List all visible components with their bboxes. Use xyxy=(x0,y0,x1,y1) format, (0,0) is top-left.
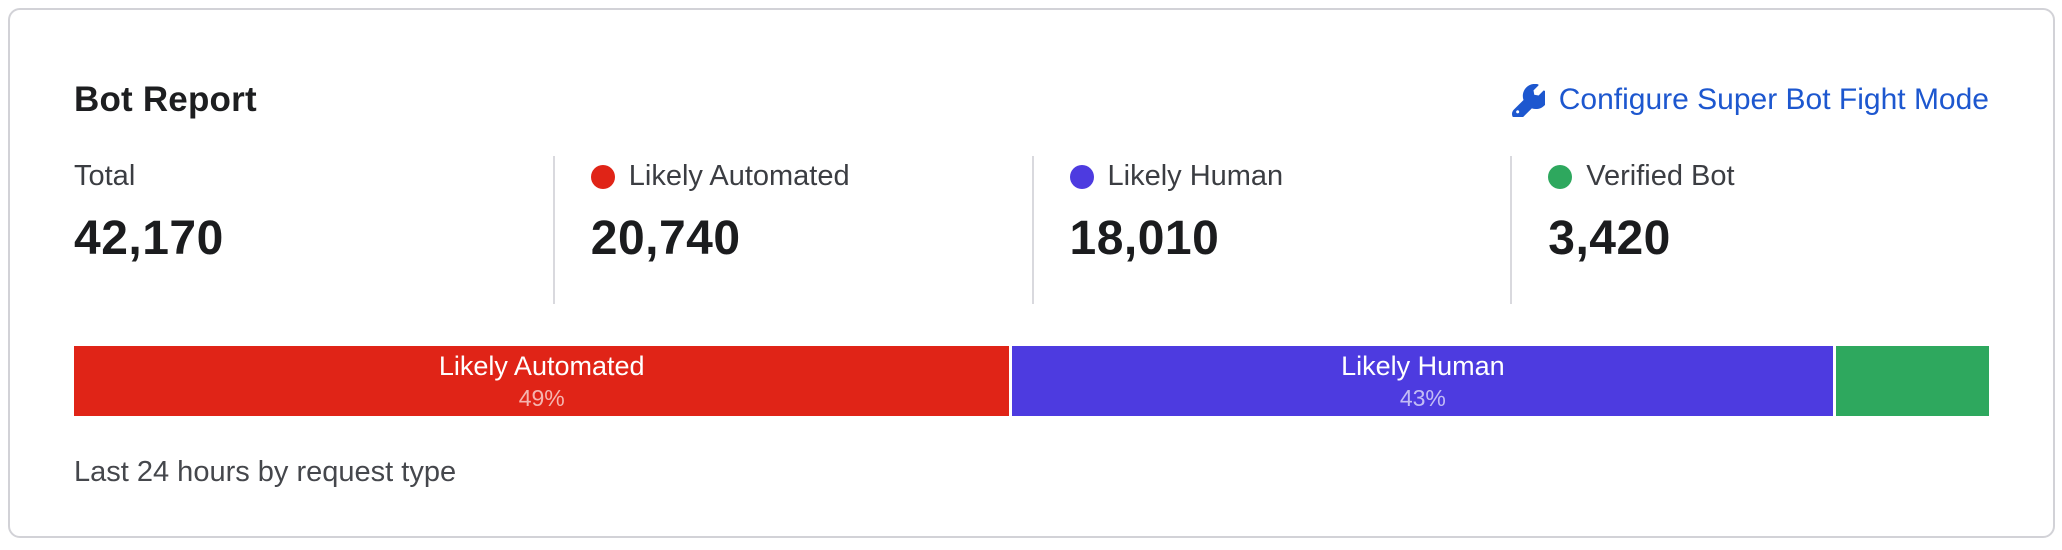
stat-verified-bot-label: Verified Bot xyxy=(1586,160,1735,192)
card-header: Bot Report Configure Super Bot Fight Mod… xyxy=(74,80,1989,120)
stat-likely-human-label: Likely Human xyxy=(1107,160,1284,192)
stat-likely-automated-value: 20,740 xyxy=(590,212,741,265)
wrench-icon xyxy=(1511,83,1548,120)
stat-total-value: 42,170 xyxy=(74,212,224,265)
stat-likely-human: Likely Human 18,010 xyxy=(1031,156,1511,304)
likely-human-dot-icon xyxy=(1069,164,1094,189)
request-distribution-bar: Likely Automated 49% Likely Human 43% xyxy=(74,346,1989,416)
page-title: Bot Report xyxy=(74,80,257,119)
bar-segment-likely-automated-percent: 49% xyxy=(518,384,565,411)
bar-segment-likely-human-percent: 43% xyxy=(1399,384,1446,411)
time-range-caption: Last 24 hours by request type xyxy=(74,456,457,488)
configure-link-label: Configure Super Bot Fight Mode xyxy=(1558,83,1989,116)
bar-segment-verified-bot xyxy=(1836,346,1989,416)
stat-verified-bot: Verified Bot 3,420 xyxy=(1510,156,1989,304)
stat-likely-automated: Likely Automated 20,740 xyxy=(552,156,1032,304)
bar-segment-likely-human: Likely Human 43% xyxy=(1012,346,1834,416)
stat-likely-human-value: 18,010 xyxy=(1069,212,1220,265)
verified-bot-dot-icon xyxy=(1548,164,1573,189)
bot-report-card: Bot Report Configure Super Bot Fight Mod… xyxy=(8,8,2055,538)
likely-automated-dot-icon xyxy=(590,164,615,189)
bar-segment-likely-automated-label: Likely Automated xyxy=(438,350,645,381)
stat-total: Total 42,170 xyxy=(74,156,553,304)
stat-verified-bot-value: 3,420 xyxy=(1548,212,1671,265)
stats-row: Total 42,170 Likely Automated 20,740 Lik… xyxy=(74,156,1989,304)
stat-total-label: Total xyxy=(74,160,136,192)
stat-likely-automated-label: Likely Automated xyxy=(628,160,850,192)
bar-segment-likely-human-label: Likely Human xyxy=(1341,350,1505,381)
configure-super-bot-fight-mode-link[interactable]: Configure Super Bot Fight Mode xyxy=(1511,83,1989,120)
bar-segment-likely-automated: Likely Automated 49% xyxy=(74,346,1010,416)
